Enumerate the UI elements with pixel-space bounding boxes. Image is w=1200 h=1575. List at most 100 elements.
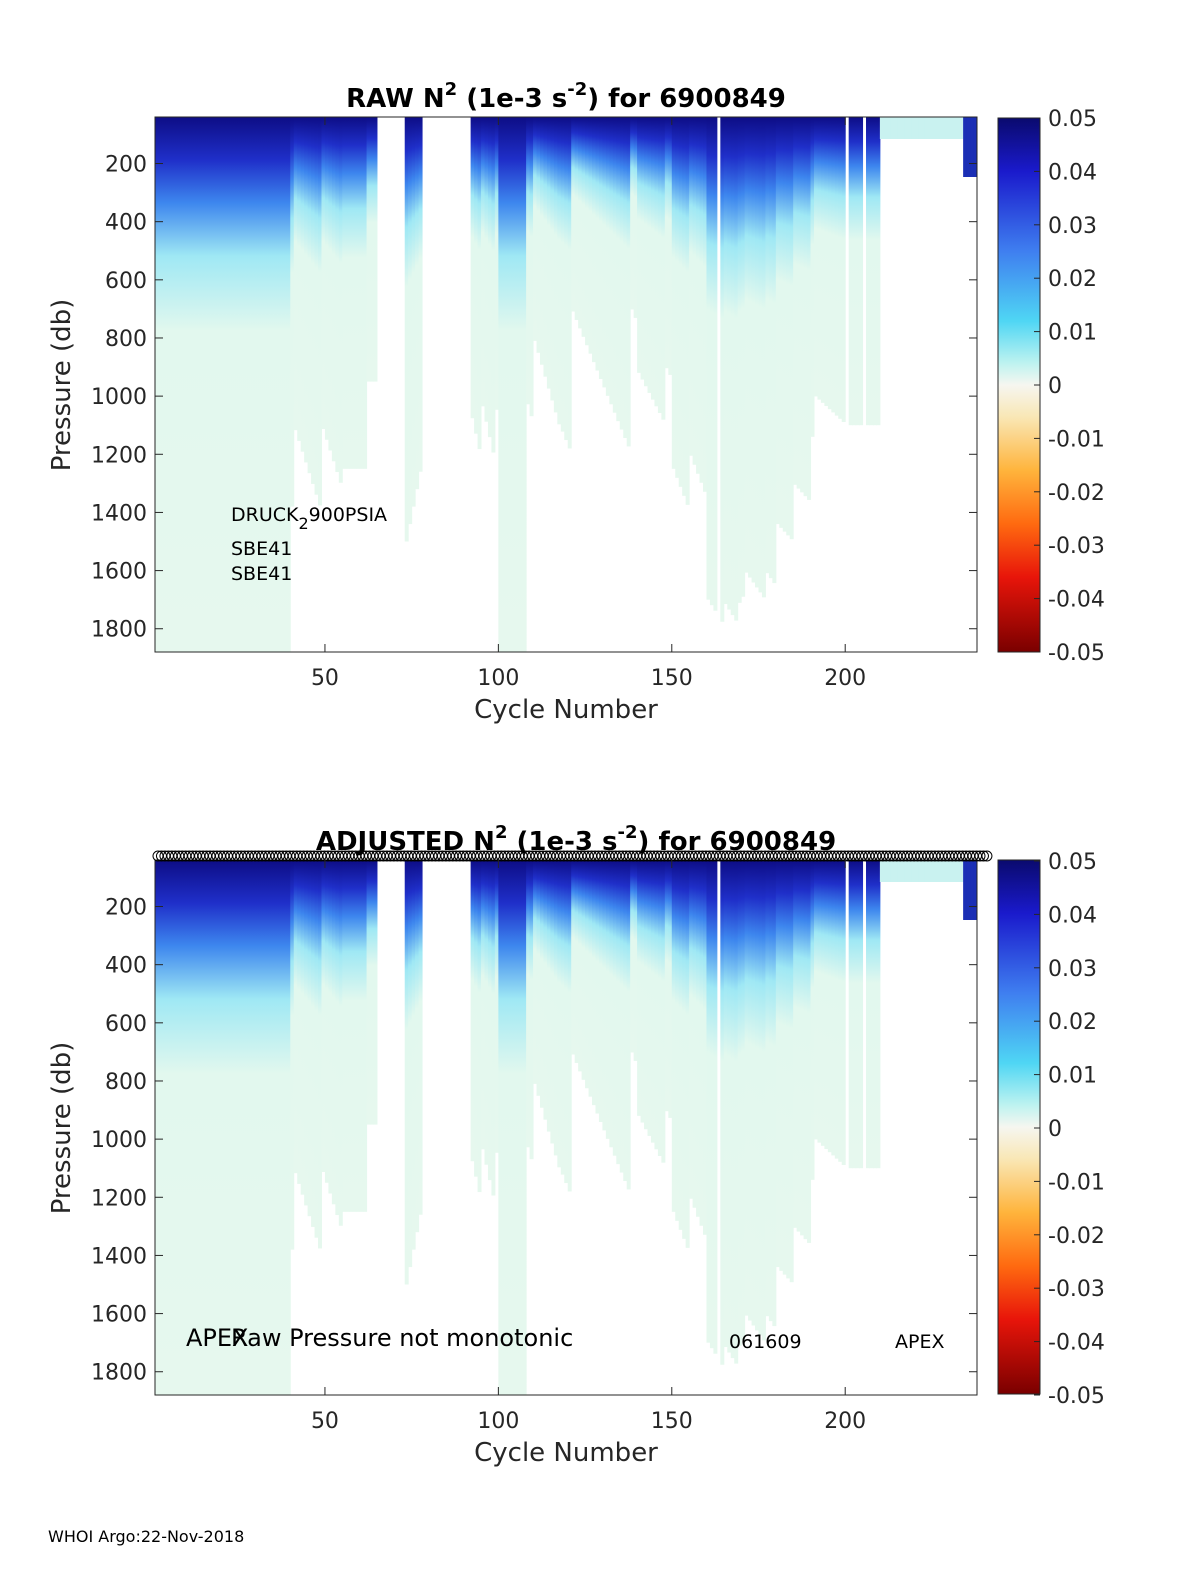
heatmap-column bbox=[644, 117, 649, 387]
heatmap-column bbox=[800, 860, 805, 1236]
heatmap-column bbox=[519, 117, 524, 652]
heatmap-column bbox=[359, 117, 364, 469]
heatmap-column bbox=[703, 860, 707, 1235]
heatmap-column bbox=[709, 117, 714, 606]
heatmap-column bbox=[886, 117, 891, 139]
heatmap-column bbox=[602, 860, 607, 1131]
heatmap-column bbox=[883, 860, 888, 882]
x-tick-label: 150 bbox=[651, 666, 693, 691]
heatmap-column bbox=[477, 117, 482, 450]
heatmap-column bbox=[650, 117, 655, 400]
heatmap-column bbox=[786, 860, 791, 1279]
heatmap-column bbox=[262, 117, 267, 652]
heatmap-column bbox=[196, 860, 201, 1395]
adjusted-annotation-float-type: APEX bbox=[895, 1331, 944, 1353]
heatmap-column bbox=[966, 860, 971, 920]
heatmap-column bbox=[574, 860, 579, 1063]
heatmap-column bbox=[200, 860, 205, 1395]
heatmap-column bbox=[328, 117, 333, 451]
heatmap-column bbox=[706, 117, 711, 600]
heatmap-column bbox=[914, 117, 919, 139]
heatmap-column bbox=[297, 860, 302, 1184]
heatmap-column bbox=[508, 860, 513, 1395]
heatmap-column bbox=[748, 117, 753, 578]
colorbar-tick-label: -0.01 bbox=[1048, 427, 1105, 452]
heatmap-column bbox=[765, 117, 770, 574]
heatmap-column bbox=[852, 117, 857, 426]
heatmap-column bbox=[200, 117, 205, 652]
heatmap-column bbox=[175, 117, 180, 652]
heatmap-column bbox=[918, 117, 923, 139]
heatmap-column bbox=[640, 117, 645, 380]
heatmap-column bbox=[703, 117, 707, 492]
heatmap-column bbox=[324, 860, 329, 1183]
heatmap-column bbox=[956, 860, 961, 882]
heatmap-column bbox=[338, 860, 343, 1226]
heatmap-column bbox=[210, 117, 215, 652]
heatmap-column bbox=[210, 860, 215, 1395]
heatmap-column bbox=[543, 860, 548, 1120]
heatmap-column bbox=[897, 117, 902, 139]
heatmap-column bbox=[942, 117, 947, 139]
heatmap-column bbox=[605, 860, 610, 1139]
heatmap-column bbox=[675, 860, 680, 1221]
heatmap-column bbox=[831, 860, 836, 1156]
heatmap-column bbox=[699, 117, 704, 483]
heatmap-column bbox=[470, 860, 475, 1162]
heatmap-column bbox=[515, 117, 520, 652]
heatmap-column bbox=[848, 117, 853, 426]
heatmap-column bbox=[161, 860, 166, 1395]
heatmap-column bbox=[415, 860, 420, 1233]
heatmap-column bbox=[307, 860, 312, 1217]
heatmap-column bbox=[234, 860, 239, 1395]
heatmap-column bbox=[883, 117, 888, 139]
heatmap-column bbox=[720, 860, 725, 1365]
y-tick-label: 400 bbox=[105, 211, 147, 236]
heatmap-column bbox=[269, 117, 274, 652]
heatmap-column bbox=[678, 117, 683, 487]
heatmap-column bbox=[349, 860, 354, 1212]
heatmap-column bbox=[838, 117, 843, 419]
heatmap-column bbox=[366, 860, 371, 1125]
heatmap-column bbox=[491, 860, 496, 1196]
heatmap-column bbox=[696, 860, 701, 1217]
heatmap-column bbox=[234, 117, 239, 652]
heatmap-column bbox=[924, 117, 929, 139]
heatmap-column bbox=[318, 860, 322, 1249]
heatmap-column bbox=[179, 117, 184, 652]
heatmap-column bbox=[827, 860, 832, 1153]
heatmap-column bbox=[331, 860, 336, 1205]
heatmap-column bbox=[193, 860, 198, 1395]
adjusted-x-ticks: 50 100 150 200 bbox=[311, 860, 866, 1434]
heatmap-column bbox=[723, 860, 728, 1348]
colorbar-tick-label: 0.04 bbox=[1048, 160, 1097, 185]
heatmap-column bbox=[689, 117, 694, 456]
heatmap-column bbox=[498, 117, 503, 652]
heatmap-column bbox=[276, 117, 281, 652]
heatmap-column bbox=[924, 860, 929, 882]
heatmap-column bbox=[866, 860, 870, 1169]
heatmap-column bbox=[841, 117, 846, 423]
heatmap-column bbox=[415, 117, 420, 490]
heatmap-column bbox=[598, 860, 603, 1122]
footer-credit: WHOI Argo:22-Nov-2018 bbox=[48, 1527, 244, 1546]
heatmap-column bbox=[481, 860, 485, 1150]
adjusted-y-label: Pressure (db) bbox=[47, 1042, 77, 1215]
heatmap-column bbox=[335, 860, 340, 1216]
heatmap-column bbox=[536, 117, 541, 353]
raw-annotation-ctd-1: SBE41 bbox=[231, 538, 292, 560]
heatmap-column bbox=[172, 117, 177, 652]
heatmap-column bbox=[335, 117, 340, 473]
heatmap-column bbox=[186, 860, 191, 1395]
heatmap-column bbox=[248, 860, 253, 1395]
heatmap-column bbox=[501, 860, 506, 1395]
heatmap-column bbox=[623, 117, 628, 438]
qc-marker-row bbox=[152, 850, 993, 862]
heatmap-column bbox=[796, 860, 801, 1232]
heatmap-column bbox=[692, 117, 697, 465]
heatmap-column bbox=[820, 117, 825, 403]
heatmap-column bbox=[189, 860, 194, 1395]
heatmap-column bbox=[900, 117, 905, 139]
raw-colorbar bbox=[998, 118, 1040, 652]
heatmap-column bbox=[633, 117, 638, 318]
